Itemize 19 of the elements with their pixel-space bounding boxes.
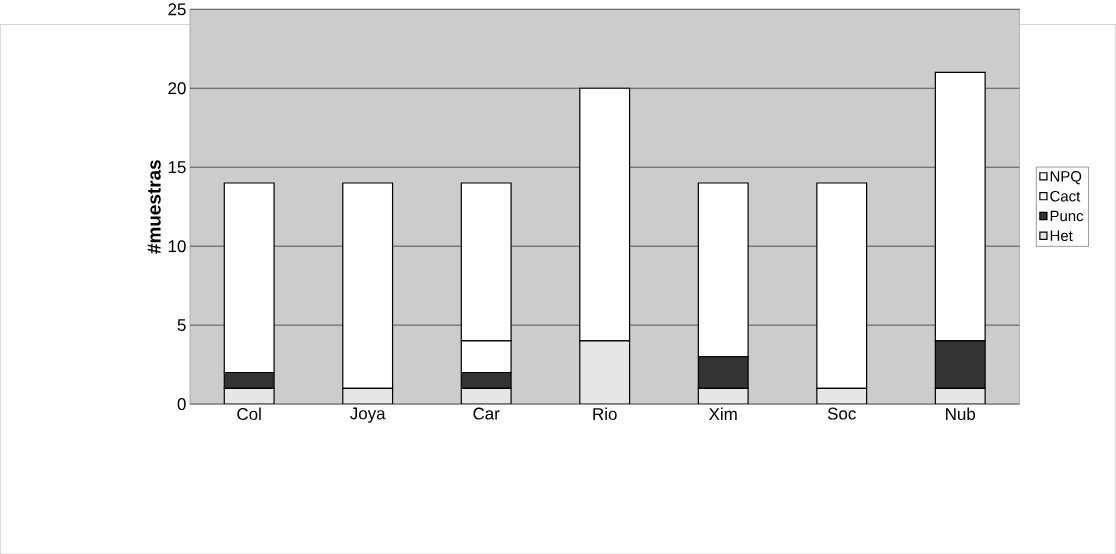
- x-tick-label: Nub: [946, 407, 976, 420]
- y-tick-label: 0: [177, 397, 186, 410]
- y-tick-label: 15: [168, 161, 186, 173]
- y-tick-label: 10: [168, 239, 186, 252]
- y-tick-label: 20: [168, 82, 186, 95]
- legend-label: Het: [1050, 230, 1073, 241]
- x-tick-label: Col: [237, 407, 261, 420]
- bar: [579, 340, 631, 404]
- legend-label: NPQ: [1050, 170, 1082, 185]
- x-tick-label: Soc: [827, 407, 856, 420]
- x-tick-label: Xim: [709, 407, 737, 420]
- x-tick-label: Car: [473, 407, 500, 420]
- y-tick-label: 5: [177, 319, 186, 331]
- x-tick-label: Joya: [350, 407, 386, 423]
- y-axis-title: #muestras: [147, 159, 161, 254]
- x-tick-label: Rio: [593, 407, 617, 420]
- legend-label: Punc: [1050, 210, 1084, 222]
- legend-label: Cact: [1050, 190, 1081, 202]
- y-tick-label: 25: [168, 3, 186, 16]
